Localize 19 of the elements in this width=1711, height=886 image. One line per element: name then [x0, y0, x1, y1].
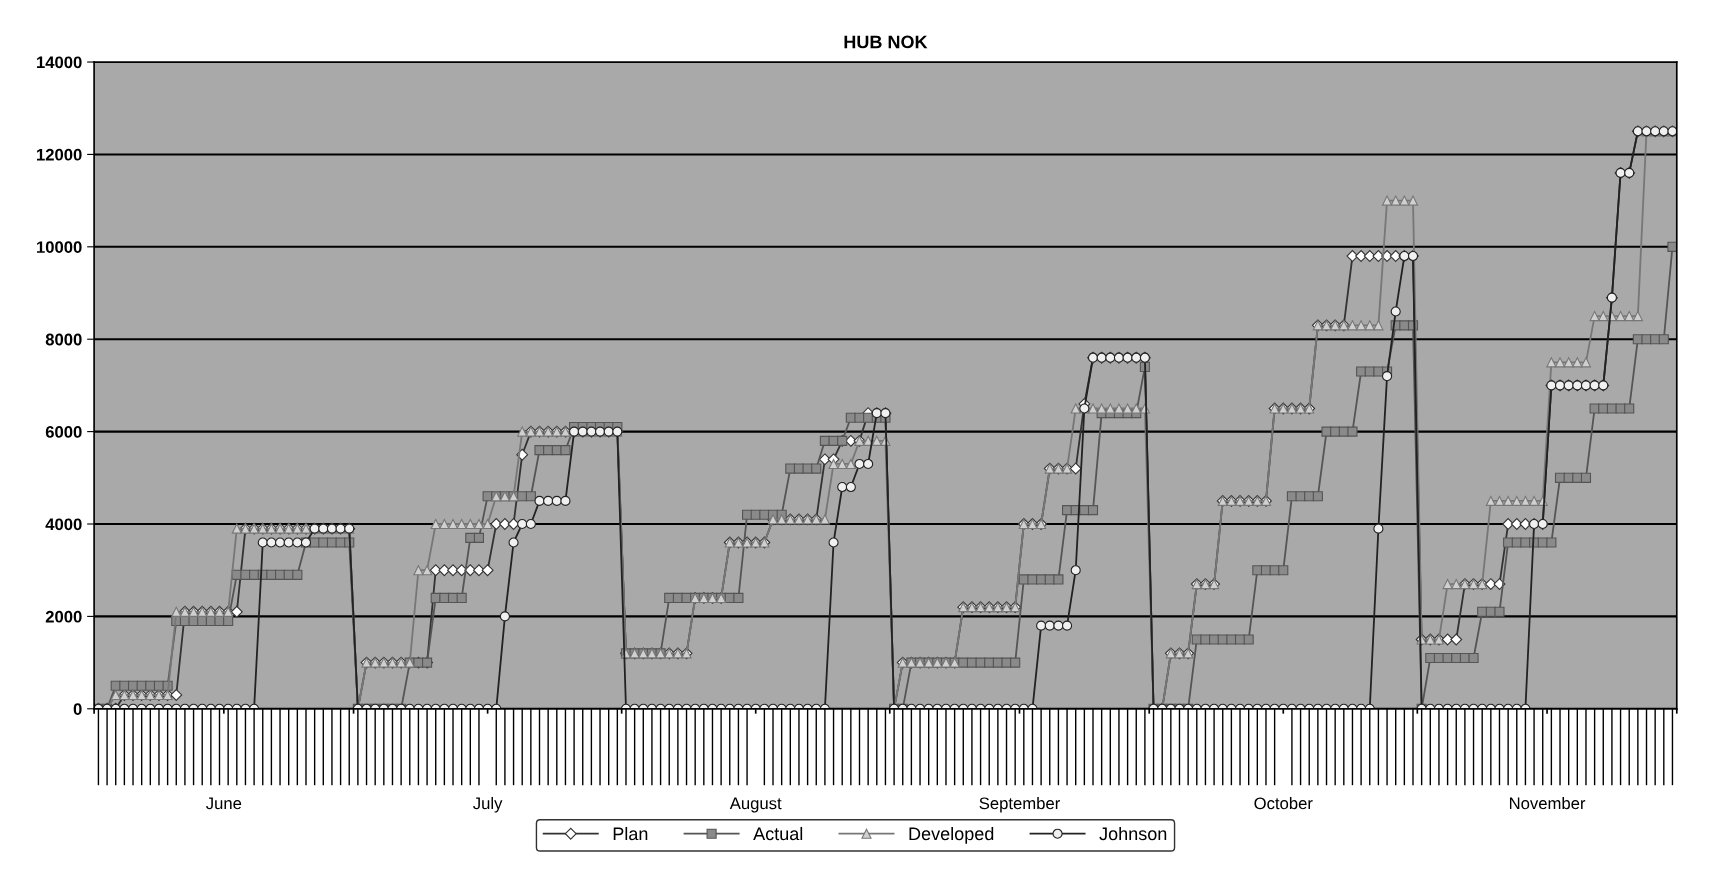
y-tick-label: 0: [73, 703, 82, 715]
y-tick-label: 10000: [37, 241, 82, 254]
y-tick-label: 12000: [37, 148, 82, 161]
y-tick-label: 6000: [45, 426, 82, 438]
y-tick-label: 2000: [45, 610, 82, 623]
x-tick-label: June: [206, 797, 242, 810]
chart-title: HUB NOK: [844, 35, 928, 49]
x-tick-label: October: [1254, 796, 1313, 810]
x-tick-label: August: [729, 797, 782, 813]
y-tick-label: 14000: [37, 56, 82, 69]
legend-label: Developed: [909, 826, 994, 844]
x-tick-label: July: [473, 796, 503, 813]
x-tick-label: September: [979, 796, 1060, 813]
y-tick-label: 4000: [45, 518, 82, 531]
x-tick-label: November: [1509, 796, 1586, 810]
legend-label: Actual: [753, 826, 803, 841]
legend-label: Johnson: [1099, 826, 1167, 841]
y-tick-label: 8000: [45, 333, 82, 346]
legend-label: Plan: [613, 826, 648, 841]
